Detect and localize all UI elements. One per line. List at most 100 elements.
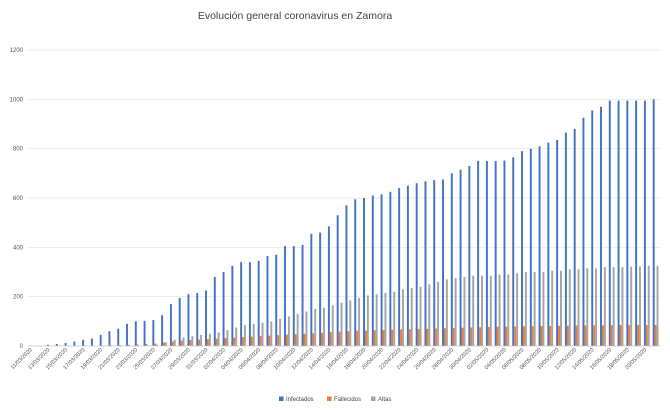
bar-altas: [533, 272, 536, 346]
bar-infectados: [292, 246, 295, 346]
bar-altas: [481, 275, 483, 346]
bar-altas: [226, 329, 229, 346]
bar-fallecidos: [461, 327, 464, 346]
bar-infectados: [73, 341, 76, 346]
bar-fallecidos: [364, 330, 367, 346]
bar-altas: [165, 342, 167, 346]
bar-infectados: [222, 272, 225, 346]
legend-swatch-altas: [371, 396, 376, 401]
bar-infectados: [47, 344, 49, 346]
bar-fallecidos: [514, 326, 517, 346]
bar-fallecidos: [522, 326, 525, 346]
bar-infectados: [459, 169, 462, 346]
bar-altas: [595, 268, 598, 346]
bar-altas: [375, 294, 378, 346]
bar-altas: [358, 297, 361, 346]
bar-infectados: [556, 140, 559, 346]
bar-altas: [445, 279, 448, 346]
bar-altas: [612, 267, 615, 346]
bar-fallecidos: [452, 327, 455, 346]
bar-fallecidos: [496, 326, 499, 346]
gridlines: [28, 49, 660, 298]
bar-altas: [472, 275, 475, 346]
y-tick-label: 1200: [10, 48, 24, 54]
bar-fallecidos: [479, 327, 482, 346]
bar-altas: [489, 275, 492, 346]
bar-altas: [314, 309, 317, 346]
bar-fallecidos: [566, 325, 569, 346]
bar-infectados: [415, 183, 418, 346]
bar-altas: [428, 284, 431, 346]
bar-fallecidos: [487, 327, 490, 346]
bar-infectados: [55, 344, 58, 346]
bar-infectados: [301, 244, 304, 346]
bar-altas: [182, 337, 185, 346]
bar-infectados: [99, 334, 102, 346]
bar-infectados: [468, 165, 471, 346]
bar-infectados: [82, 339, 85, 346]
bar-fallecidos: [163, 342, 166, 346]
bar-fallecidos: [435, 328, 438, 346]
bar-infectados: [573, 128, 576, 346]
bar-altas: [639, 266, 641, 346]
bar-fallecidos: [321, 332, 324, 346]
bar-fallecidos: [154, 343, 157, 346]
bar-infectados: [433, 180, 436, 346]
bar-altas: [261, 322, 264, 346]
bar-fallecidos: [259, 336, 262, 346]
bar-infectados: [117, 328, 120, 346]
bar-altas: [621, 267, 624, 346]
bar-fallecidos: [505, 326, 508, 346]
bar-fallecidos: [400, 329, 403, 346]
bar-altas: [410, 288, 413, 346]
bar-infectados: [143, 320, 146, 346]
bar-infectados: [345, 205, 348, 346]
bar-infectados: [363, 198, 365, 346]
bar-infectados: [371, 195, 374, 346]
bar-altas: [542, 272, 545, 346]
bar-infectados: [582, 117, 585, 346]
bar-altas: [270, 321, 273, 346]
bar-altas: [200, 334, 203, 346]
bar-fallecidos: [233, 337, 236, 346]
bar-fallecidos: [558, 325, 561, 346]
bar-fallecidos: [303, 333, 306, 346]
bar-altas: [516, 273, 519, 346]
bar-altas: [402, 289, 404, 346]
bar-infectados: [169, 304, 172, 346]
bar-altas: [305, 311, 308, 346]
y-tick-label: 600: [13, 196, 24, 202]
bar-infectados: [442, 179, 444, 346]
bar-fallecidos: [654, 325, 657, 346]
legend-swatch-fallecidos: [327, 396, 332, 401]
legend-label-infectados: Infectados: [286, 397, 314, 403]
bar-infectados: [187, 294, 190, 346]
bar-altas: [366, 295, 369, 346]
bar-infectados: [108, 331, 111, 346]
bar-fallecidos: [250, 336, 253, 346]
bar-altas: [560, 270, 562, 346]
bar-infectados: [477, 161, 480, 346]
y-tick-label: 800: [13, 147, 24, 153]
bar-fallecidos: [136, 344, 139, 346]
bar-fallecidos: [206, 339, 209, 346]
bar-infectados: [398, 188, 401, 346]
bar-altas: [208, 333, 211, 346]
bar-altas: [603, 267, 606, 346]
bar-infectados: [652, 99, 655, 346]
bar-fallecidos: [549, 326, 552, 346]
bar-altas: [454, 278, 457, 346]
bar-infectados: [161, 315, 164, 346]
bar-fallecidos: [145, 344, 148, 346]
legend-label-fallecidos: Fallecidos: [334, 397, 361, 403]
bar-fallecidos: [268, 335, 271, 346]
bar-fallecidos: [329, 332, 332, 346]
bar-fallecidos: [171, 341, 174, 346]
bar-fallecidos: [593, 325, 596, 346]
bar-infectados: [503, 160, 506, 346]
bar-fallecidos: [601, 325, 604, 346]
y-tick-label: 1000: [10, 97, 24, 103]
bar-infectados: [152, 320, 155, 346]
bar-fallecidos: [198, 339, 201, 346]
bars: [29, 99, 659, 347]
